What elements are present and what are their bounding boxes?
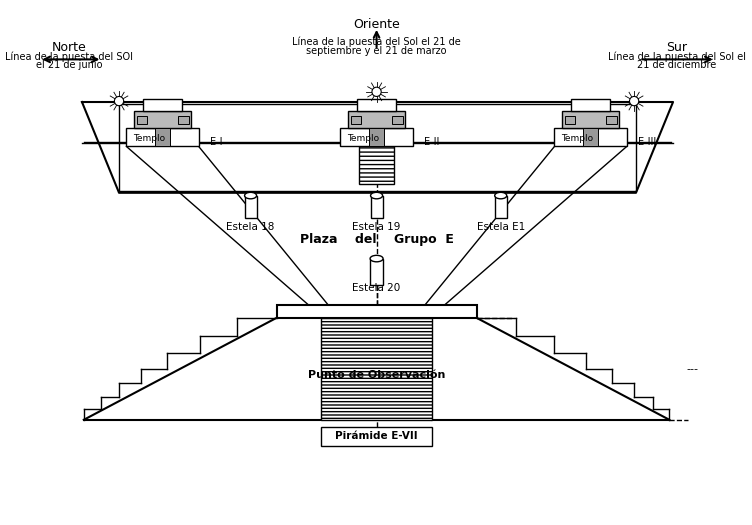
Bar [137, 116, 147, 124]
Bar [143, 99, 182, 111]
Text: Pirámide E-VII: Pirámide E-VII [335, 432, 418, 442]
Bar [359, 146, 394, 184]
Bar [350, 116, 361, 124]
Bar [245, 196, 257, 218]
Bar [554, 128, 626, 146]
Bar [369, 128, 384, 145]
Bar [348, 111, 405, 128]
Text: E-I: E-I [210, 137, 223, 147]
Bar [277, 305, 477, 318]
Bar [341, 128, 413, 146]
Circle shape [629, 97, 638, 106]
Text: Estela E1: Estela E1 [477, 222, 525, 232]
Ellipse shape [371, 192, 383, 199]
Text: el 21 de junio: el 21 de junio [36, 60, 102, 70]
Bar [583, 128, 598, 145]
Text: E-III: E-III [638, 137, 656, 147]
Bar [321, 318, 432, 420]
Text: Estela 20: Estela 20 [353, 283, 401, 293]
Ellipse shape [244, 192, 256, 199]
Text: Línea de la puesta del Sol el 21 de: Línea de la puesta del Sol el 21 de [293, 37, 461, 47]
Bar [178, 116, 189, 124]
Bar [571, 99, 610, 111]
Text: septiembre y el 21 de marzo: septiembre y el 21 de marzo [306, 46, 447, 56]
Text: Línea de la puesta del Sol el: Línea de la puesta del Sol el [608, 51, 746, 62]
Circle shape [114, 97, 123, 106]
Bar [393, 116, 402, 124]
Bar [357, 99, 396, 111]
Bar [321, 427, 432, 446]
Ellipse shape [495, 192, 507, 199]
Text: Estela 19: Estela 19 [353, 222, 401, 232]
Text: Templo: Templo [562, 134, 593, 143]
Text: Templo: Templo [347, 134, 380, 143]
Text: 21 de diciembre: 21 de diciembre [637, 60, 717, 70]
Text: Punto de Observación: Punto de Observación [308, 370, 445, 380]
Bar [562, 111, 620, 128]
Circle shape [372, 87, 381, 97]
Text: Norte: Norte [52, 41, 86, 54]
Text: Templo: Templo [134, 134, 165, 143]
Text: Estela 18: Estela 18 [226, 222, 274, 232]
Text: ---: --- [687, 364, 699, 374]
Bar [371, 196, 383, 218]
Text: Línea de la puesta del SOI: Línea de la puesta del SOI [5, 51, 133, 62]
Text: Plaza    del    Grupo  E: Plaza del Grupo E [299, 233, 453, 246]
Bar [126, 128, 199, 146]
Ellipse shape [370, 255, 383, 262]
Bar [155, 128, 170, 145]
Bar [565, 116, 575, 124]
Bar [495, 196, 507, 218]
Text: Sur: Sur [666, 41, 687, 54]
Text: Oriente: Oriente [353, 18, 400, 30]
Text: E-II: E-II [424, 137, 439, 147]
Bar [370, 259, 383, 285]
Bar [119, 104, 636, 191]
Bar [134, 111, 191, 128]
Bar [606, 116, 617, 124]
